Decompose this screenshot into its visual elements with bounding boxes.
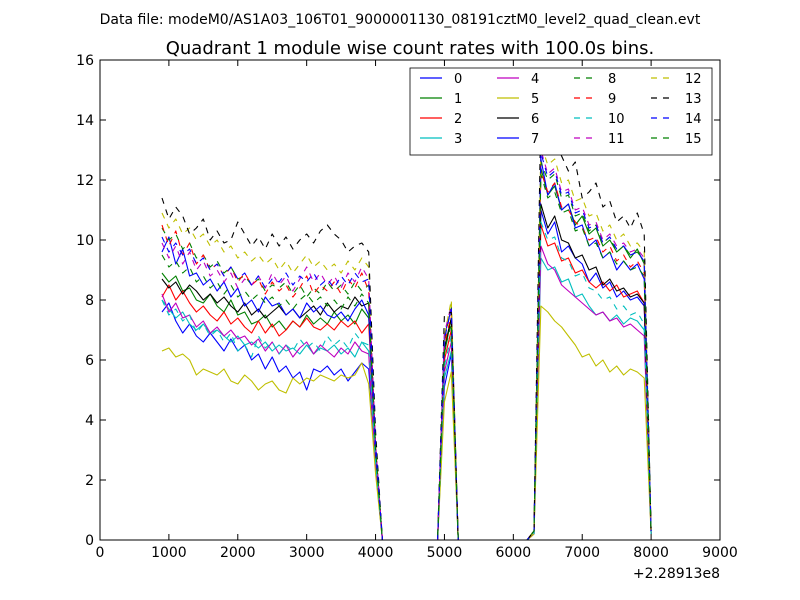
legend-label-12: 12 xyxy=(685,72,702,87)
legend-label-0: 0 xyxy=(454,72,462,87)
x-tick-label: 8000 xyxy=(633,545,669,561)
y-tick-label: 16 xyxy=(76,53,94,69)
y-tick-label: 10 xyxy=(76,233,94,249)
x-offset-label: +2.28913e8 xyxy=(633,566,720,582)
y-tick-label: 0 xyxy=(85,533,94,549)
legend-label-5: 5 xyxy=(531,92,539,107)
y-tick-label: 6 xyxy=(85,353,94,369)
legend-label-7: 7 xyxy=(531,132,539,147)
legend-label-11: 11 xyxy=(608,132,625,147)
chart-title: Quadrant 1 module wise count rates with … xyxy=(166,38,655,59)
x-tick-label: 0 xyxy=(96,545,105,561)
y-tick-label: 8 xyxy=(85,293,94,309)
legend-label-13: 13 xyxy=(685,92,702,107)
series-line-9 xyxy=(161,170,652,541)
legend-label-3: 3 xyxy=(454,132,462,147)
x-tick-label: 1000 xyxy=(151,545,187,561)
legend-label-10: 10 xyxy=(608,112,625,127)
series-line-11 xyxy=(161,149,652,541)
suptitle: Data file: modeM0/AS1A03_106T01_90000011… xyxy=(100,12,701,28)
x-tick-label: 9000 xyxy=(702,545,738,561)
legend-label-4: 4 xyxy=(531,72,539,87)
x-tick-label: 5000 xyxy=(427,545,463,561)
y-tick-label: 14 xyxy=(76,113,94,129)
legend-label-14: 14 xyxy=(685,112,702,127)
legend-label-1: 1 xyxy=(454,92,462,107)
legend-box xyxy=(409,67,713,156)
legend-label-6: 6 xyxy=(531,112,539,127)
x-tick-label: 3000 xyxy=(289,545,325,561)
x-tick-label: 2000 xyxy=(220,545,256,561)
y-tick-label: 4 xyxy=(85,413,94,429)
plot-frame xyxy=(99,59,721,541)
x-tick-label: 4000 xyxy=(358,545,394,561)
y-tick-label: 12 xyxy=(76,173,94,189)
legend-label-15: 15 xyxy=(685,132,702,147)
axes-layer: 0 1000 2000 3000 4000 5000 6000 7000 8000 9000 0 2 4… xyxy=(76,53,738,561)
legend-label-2: 2 xyxy=(454,112,462,127)
legend-label-8: 8 xyxy=(608,72,616,87)
legend-label-9: 9 xyxy=(608,92,616,107)
x-tick-label: 7000 xyxy=(564,545,600,561)
x-tick-label: 6000 xyxy=(496,545,532,561)
y-tick-label: 2 xyxy=(85,473,94,489)
